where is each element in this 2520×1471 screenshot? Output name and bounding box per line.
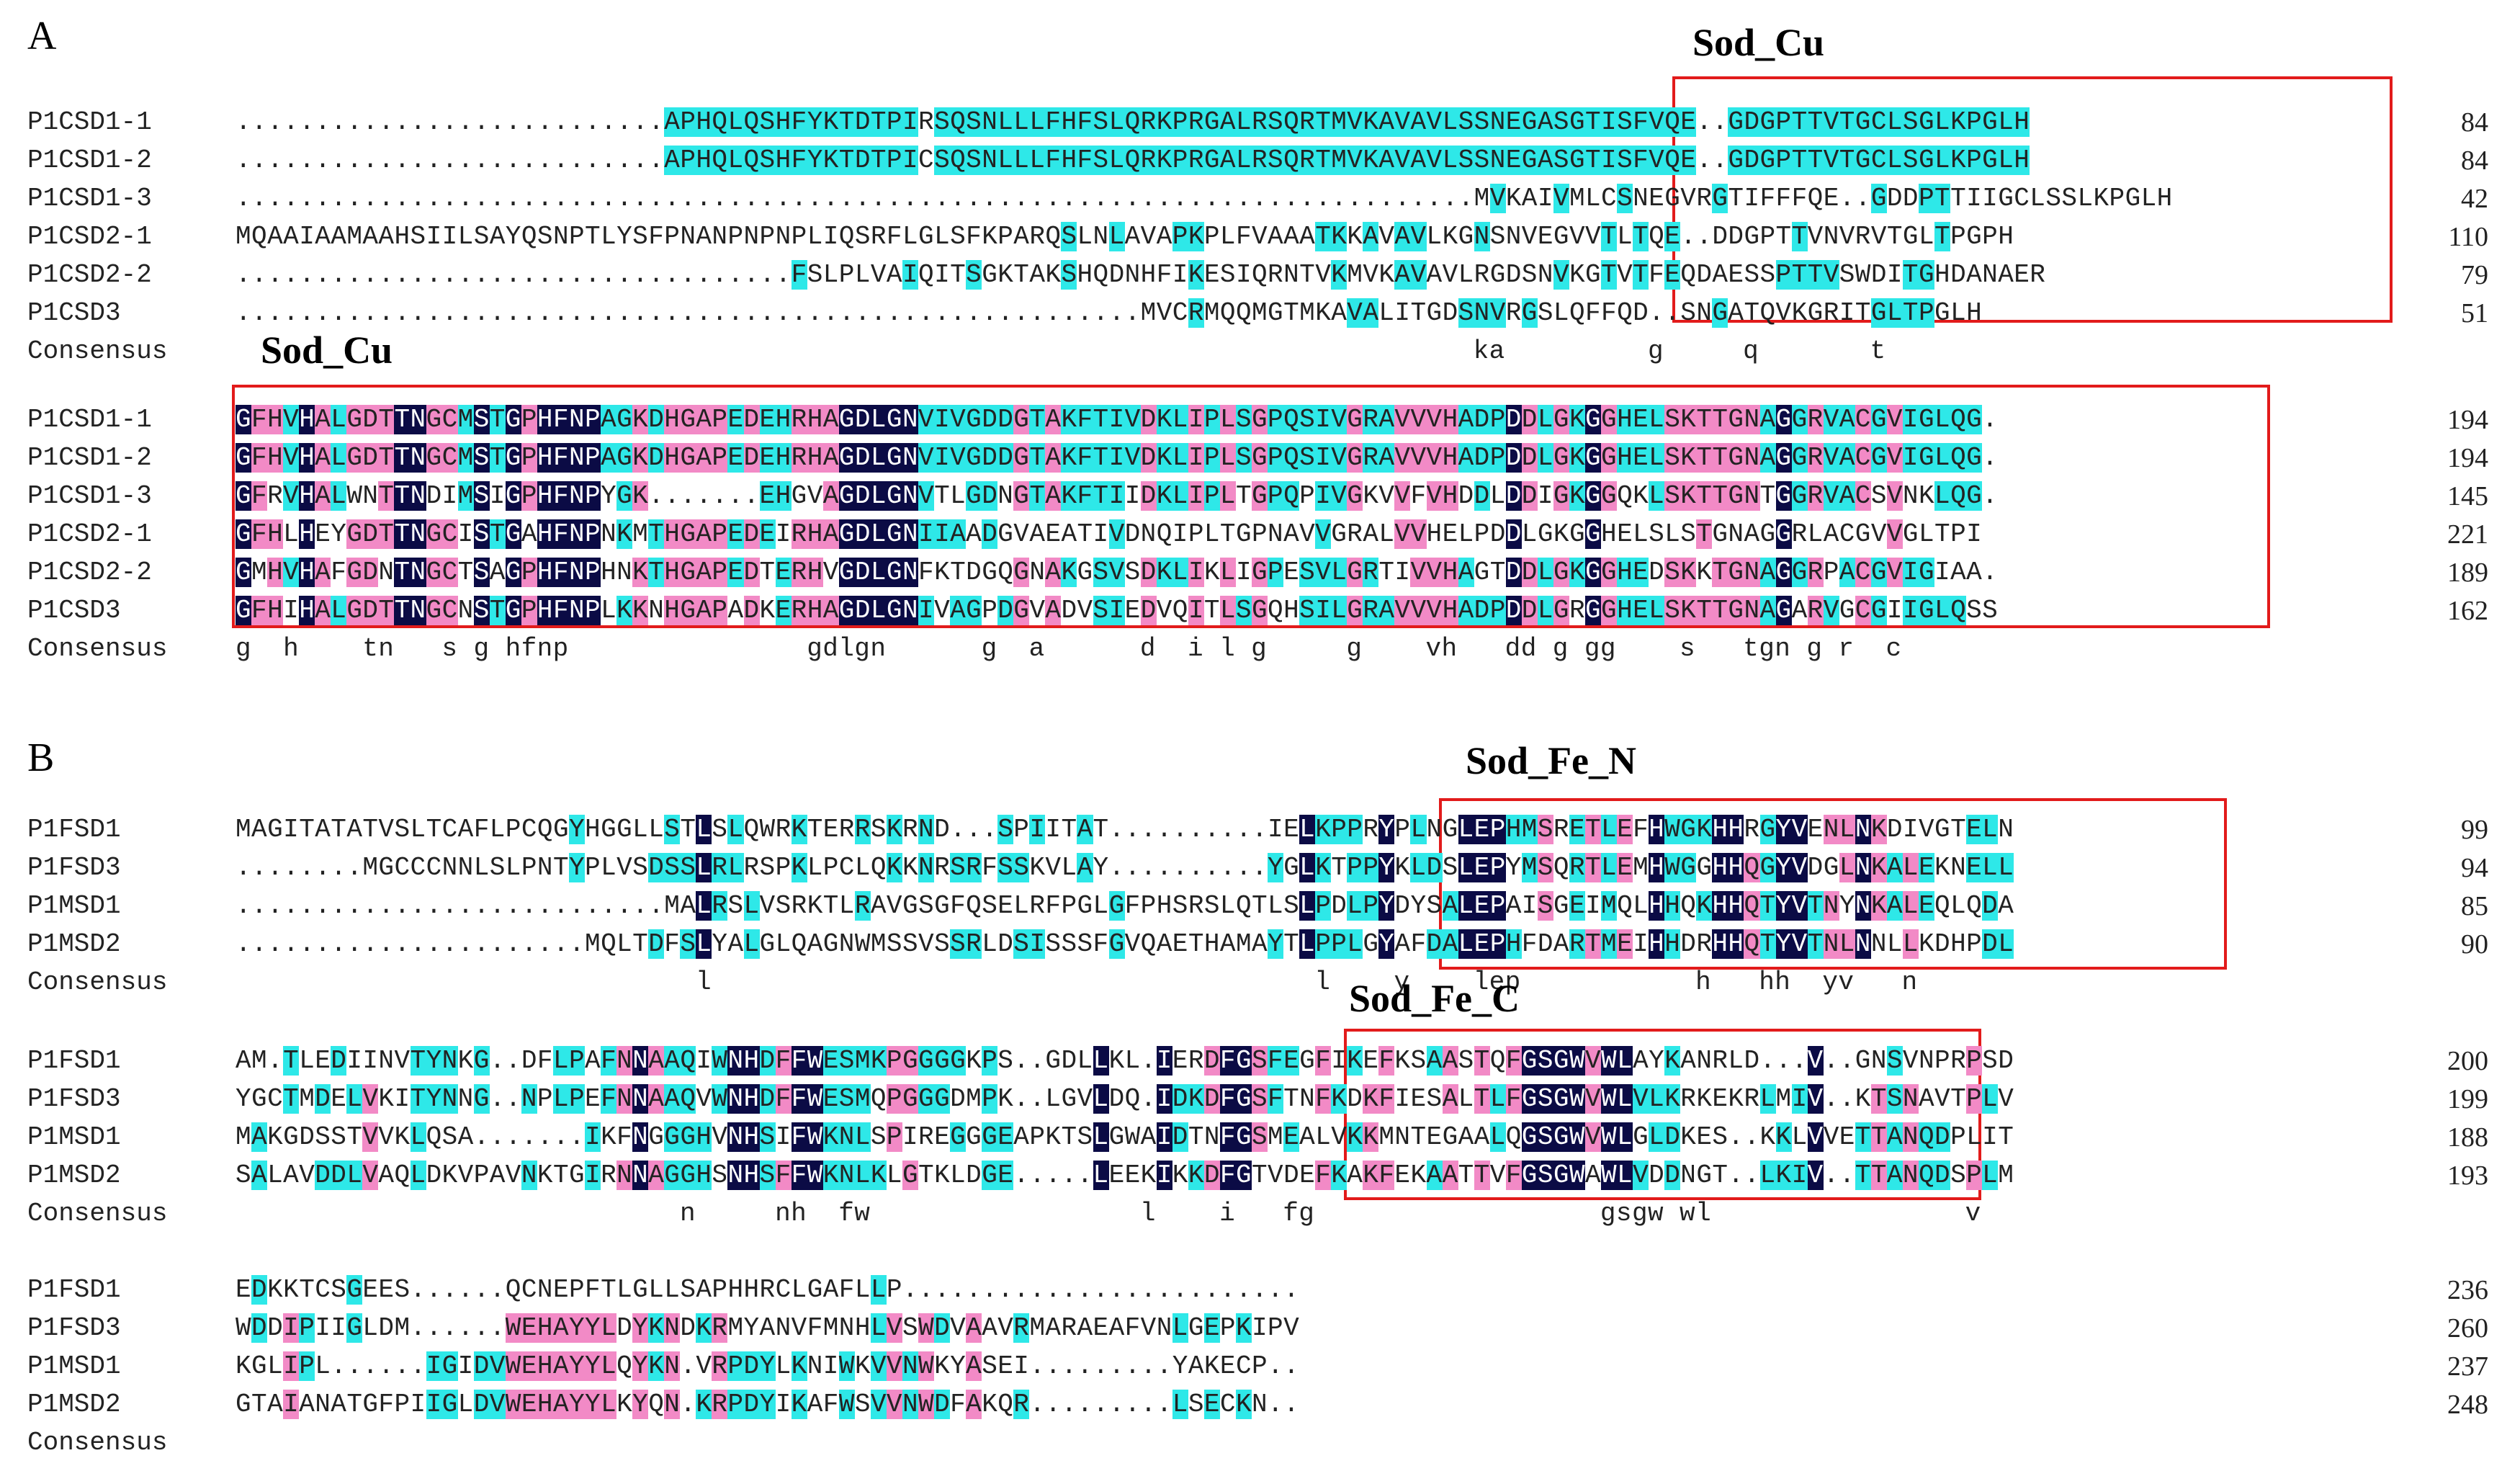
residue-count: 42 — [2461, 184, 2488, 214]
aligned-sequence: ...........................MALRSLVSRKTLR… — [236, 891, 2014, 921]
aligned-sequence: MAGITATATVSLTCAFLPCQGYHGGLLSTLSLQWRKTERR… — [236, 815, 2014, 844]
residue-count: 145 — [2447, 481, 2488, 511]
domain-label: Sod_Cu — [1692, 21, 1825, 64]
sequence-name: P1CSD1-3 — [27, 481, 152, 511]
residue-count: 79 — [2461, 260, 2488, 290]
residue-count: 237 — [2447, 1351, 2488, 1382]
domain-label: Sod_Cu — [261, 328, 393, 372]
residue-count: 85 — [2461, 891, 2488, 921]
aligned-sequence: GFHLHEYGDTTNGCISTGAHFNPNKMTHGAPEDEIRHAGD… — [236, 519, 1983, 549]
residue-count: 110 — [2448, 222, 2488, 252]
consensus-label: Consensus — [27, 1199, 168, 1228]
residue-count: 84 — [2461, 146, 2488, 176]
consensus-sequence: l l y lep h hh yv n — [236, 967, 2029, 997]
sequence-name: P1MSD2 — [27, 1390, 121, 1419]
sequence-name: P1FSD3 — [27, 1084, 121, 1114]
residue-count: 99 — [2461, 815, 2488, 845]
aligned-sequence: KGLIPL......IGIDVWEHAYYLQYKN.VRPDYLKNIWK… — [236, 1351, 1300, 1381]
sequence-name: P1CSD2-2 — [27, 558, 152, 587]
residue-count: 194 — [2447, 443, 2488, 473]
sequence-name: P1MSD1 — [27, 891, 121, 921]
sequence-name: P1MSD2 — [27, 1161, 121, 1190]
aligned-sequence: GFHIHALGDTTNGCNSTGPHFNPLKKNHGAPADKERHAGD… — [236, 596, 1999, 625]
residue-count: 260 — [2447, 1313, 2488, 1343]
consensus-sequence: ka g q t — [236, 336, 2076, 366]
aligned-sequence: ...................................FSLPL… — [236, 260, 2046, 290]
aligned-sequence: YGCTMDELVKITYNNG..NPLPEFNNAAQVWNHDFFWESM… — [236, 1084, 2014, 1114]
aligned-sequence: ...........................APHQLQSHFYKTD… — [236, 107, 2030, 137]
sequence-name: P1CSD2-2 — [27, 260, 152, 290]
residue-count: 51 — [2461, 298, 2488, 328]
residue-count: 84 — [2461, 107, 2488, 138]
sequence-name: P1CSD2-1 — [27, 222, 152, 251]
domain-label: Sod_Fe_C — [1349, 977, 1520, 1020]
sequence-name: P1CSD1-1 — [27, 405, 152, 434]
sequence-name: P1CSD2-1 — [27, 519, 152, 549]
consensus-label: Consensus — [27, 967, 168, 997]
aligned-sequence: GFRVHALWNTTNDIMSIGPHFNPYGK.......EHGVAGD… — [236, 481, 1999, 511]
residue-count: 236 — [2447, 1275, 2488, 1305]
sequence-name: P1CSD1-2 — [27, 443, 152, 473]
sequence-name: P1MSD1 — [27, 1351, 121, 1381]
consensus-label: Consensus — [27, 336, 168, 366]
residue-count: 189 — [2447, 558, 2488, 588]
sequence-name: P1CSD1-1 — [27, 107, 152, 137]
sequence-name: P1FSD1 — [27, 1046, 121, 1076]
sequence-name: P1FSD3 — [27, 1313, 121, 1343]
domain-label: Sod_Fe_N — [1466, 739, 1637, 782]
residue-count: 248 — [2447, 1390, 2488, 1420]
sequence-name: P1FSD3 — [27, 853, 121, 882]
panel-label-b: B — [27, 736, 55, 780]
domain-box — [1439, 798, 2227, 970]
sequence-name: P1FSD1 — [27, 815, 121, 844]
sequence-name: P1CSD1-3 — [27, 184, 152, 213]
residue-count: 188 — [2447, 1122, 2488, 1153]
aligned-sequence: ........................................… — [236, 298, 1983, 328]
residue-count: 94 — [2461, 853, 2488, 883]
consensus-sequence: g h tn s g hfnp gdlgn g a d i l g g vh d… — [236, 634, 2013, 663]
sequence-name: P1MSD1 — [27, 1122, 121, 1152]
domain-box — [1344, 1029, 1981, 1200]
sequence-name: P1CSD3 — [27, 298, 121, 328]
aligned-sequence: MAKGDSSTVVKLQSA.......IKFNGGGHVNHSIFWKNL… — [236, 1122, 2014, 1152]
residue-count: 90 — [2461, 929, 2488, 960]
aligned-sequence: GTAIANATGFPIIGLDVWEHAYYLKYQN.KRPDYIKAFWS… — [236, 1390, 1300, 1419]
consensus-label: Consensus — [27, 1428, 168, 1457]
aligned-sequence: GFHVHALGDTTNGCMSTGPHFNPAGKDHGAPEDEHRHAGD… — [236, 405, 1999, 434]
residue-count: 200 — [2447, 1046, 2488, 1076]
consensus-sequence: n nh fw l i fg gsgw wl v — [236, 1199, 2108, 1228]
aligned-sequence: AM.TLEDIINVTYNKG..DFLPAFNNAAQIWNHDFFWESM… — [236, 1046, 2014, 1076]
sequence-name: P1MSD2 — [27, 929, 121, 959]
aligned-sequence: GMHVHAFGDNTNGCTSAGPHFNPHNKTHGAPEDTERHVGD… — [236, 558, 1999, 587]
sequence-name: P1FSD1 — [27, 1275, 121, 1305]
aligned-sequence: WDDIPIIGLDM......WEHAYYLDYKNDKRMYANVFMNH… — [236, 1313, 1300, 1343]
panel-label-a: A — [27, 14, 57, 58]
aligned-sequence: ......................MQLTDFSLYALGLQAGNW… — [236, 929, 2014, 959]
consensus-label: Consensus — [27, 634, 168, 663]
aligned-sequence: MQAAIAAMAAHSIILSAYQSNPTLYSFPNANPNPNPLIQS… — [236, 222, 2014, 251]
aligned-sequence: GFHVHALGDTTNGCMSTGPHFNPAGKDHGAPEDEHRHAGD… — [236, 443, 1999, 473]
aligned-sequence: EDKKTCSGEES......QCNEPFTLGLLSAPHHRCLGAFL… — [236, 1275, 1300, 1305]
residue-count: 162 — [2447, 596, 2488, 626]
aligned-sequence: SALAVDDLVAQLDKVPAVNKTGIRNNAGGHSNHSFFWKNL… — [236, 1161, 2014, 1190]
domain-box — [1672, 76, 2393, 323]
residue-count: 199 — [2447, 1084, 2488, 1114]
domain-box — [232, 385, 2270, 628]
aligned-sequence: ........MGCCCNNLSLPNTYPLVSDSSLRLRSPKLPCL… — [236, 853, 2014, 882]
sequence-name: P1CSD1-2 — [27, 146, 152, 175]
residue-count: 194 — [2447, 405, 2488, 435]
residue-count: 193 — [2447, 1161, 2488, 1191]
aligned-sequence: ........................................… — [236, 184, 2173, 213]
sequence-name: P1CSD3 — [27, 596, 121, 625]
aligned-sequence: ...........................APHQLQSHFYKTD… — [236, 146, 2030, 175]
residue-count: 221 — [2447, 519, 2488, 550]
